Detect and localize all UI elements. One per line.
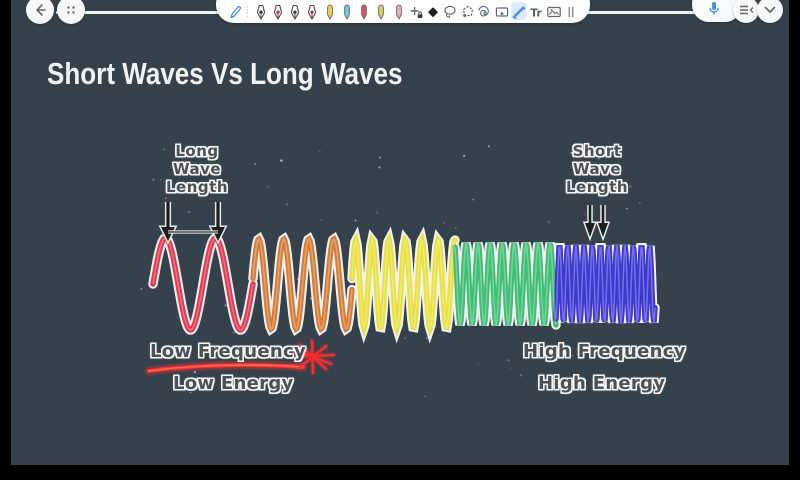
move-toolbar-button[interactable] <box>57 0 85 24</box>
add-pen-locked-icon[interactable] <box>408 2 424 20</box>
drawing-toolbar: Tr <box>216 0 590 23</box>
label-low-energy: Low Energy <box>173 373 294 394</box>
pen-2-icon[interactable] <box>270 2 286 20</box>
back-button[interactable] <box>26 0 54 24</box>
marker-pink-icon[interactable] <box>391 2 407 20</box>
pen-1-icon[interactable] <box>253 2 269 20</box>
laser-pointer-icon[interactable] <box>477 2 493 20</box>
text-tool-icon[interactable]: Tr <box>529 2 545 20</box>
label-low-frequency: Low Frequency <box>150 341 306 362</box>
lasso-select-icon[interactable] <box>442 2 458 20</box>
highlighter-tool-icon[interactable] <box>511 2 528 20</box>
marker-lime-icon[interactable] <box>373 2 389 20</box>
drag-dots-icon <box>64 3 78 17</box>
menu-collapse-icon <box>739 4 754 16</box>
pen-4-icon[interactable] <box>304 2 320 20</box>
marker-red-icon[interactable] <box>356 2 372 20</box>
menu-button[interactable] <box>733 0 759 23</box>
page-title: Short Waves Vs Long Waves <box>47 56 403 91</box>
chevron-down-icon <box>764 6 776 14</box>
svg-text:Tr: Tr <box>530 8 542 20</box>
eraser-tool-icon[interactable] <box>425 2 441 20</box>
marker-cyan-icon[interactable] <box>339 2 355 20</box>
letterbox-left <box>0 0 11 480</box>
pen-3-icon[interactable] <box>287 2 303 20</box>
letterbox-bottom <box>0 465 800 480</box>
label-long-wavelength: Long Wave Length <box>166 142 228 196</box>
label-high-frequency: High Frequency <box>523 341 686 362</box>
shape-select-icon[interactable] <box>460 2 476 20</box>
pencil-tool-icon[interactable] <box>227 2 243 20</box>
presenter-frame-icon[interactable] <box>494 2 510 20</box>
microphone-button[interactable] <box>692 0 743 35</box>
label-high-energy: High Energy <box>538 373 666 394</box>
label-short-wavelength: Short Wave Length <box>566 142 628 196</box>
marker-yellow-icon[interactable] <box>322 2 338 20</box>
toolbar-divider <box>244 2 251 20</box>
back-arrow-icon <box>32 2 48 18</box>
collapse-toolbar-button[interactable] <box>757 0 783 23</box>
letterbox-right <box>789 0 800 480</box>
image-tool-icon[interactable] <box>546 2 562 20</box>
more-handle-icon[interactable] <box>563 2 579 20</box>
